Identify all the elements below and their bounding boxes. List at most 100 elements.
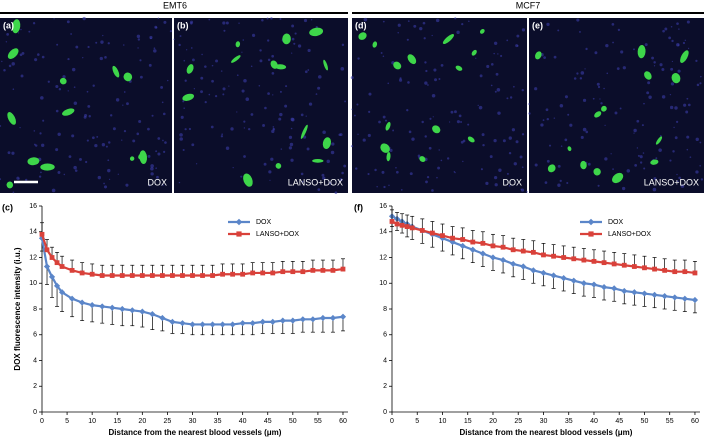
speckle — [34, 58, 38, 62]
speckle — [506, 39, 509, 42]
speckle — [435, 18, 440, 23]
speckle — [669, 159, 672, 162]
series-line — [40, 237, 344, 326]
x-tick-label: 5 — [415, 418, 419, 425]
speckle — [431, 34, 433, 37]
speckle — [278, 117, 282, 121]
x-tick-label: 55 — [666, 418, 674, 425]
speckle — [676, 180, 679, 183]
speckle — [322, 130, 326, 135]
marker — [219, 321, 226, 328]
y-tick-label: 14 — [379, 229, 387, 236]
speckle — [633, 128, 637, 133]
speckle — [545, 108, 549, 112]
vessel — [123, 72, 133, 82]
speckle — [66, 20, 70, 24]
speckle — [695, 59, 698, 63]
marker — [79, 299, 86, 306]
x-tick-label: 30 — [540, 418, 548, 425]
speckle — [107, 42, 110, 45]
marker — [290, 269, 296, 275]
speckle — [597, 85, 601, 89]
speckle — [424, 61, 427, 64]
speckle — [67, 57, 70, 61]
speckle — [580, 71, 585, 75]
x-tick-label: 45 — [264, 418, 272, 425]
speckle — [612, 168, 614, 170]
vessel — [593, 168, 601, 176]
speckle — [695, 137, 699, 142]
speckle — [284, 104, 288, 108]
speckle — [307, 48, 311, 53]
speckle — [308, 102, 313, 106]
marker — [319, 314, 327, 322]
speckle — [481, 133, 485, 137]
speckle — [262, 124, 265, 127]
y-tick-label: 14 — [29, 229, 37, 236]
speckle — [19, 53, 23, 57]
speckle — [382, 55, 385, 58]
speckle — [506, 172, 509, 175]
x-tick-label: 60 — [339, 418, 347, 425]
speckle — [37, 53, 40, 56]
speckle — [389, 148, 393, 152]
marker — [682, 269, 688, 275]
speckle — [400, 189, 403, 191]
speckle — [86, 90, 89, 93]
speckle — [616, 67, 620, 71]
speckle — [493, 139, 497, 143]
speckle — [53, 18, 55, 20]
y-tick-label: 6 — [383, 332, 387, 339]
marker — [44, 247, 50, 253]
vessel — [312, 159, 324, 163]
micrograph — [352, 18, 527, 193]
x-tick-label: 0 — [390, 418, 394, 425]
speckle — [67, 90, 69, 92]
speckle — [112, 127, 116, 131]
speckle — [211, 79, 214, 83]
marker — [499, 256, 507, 264]
marker — [440, 233, 445, 239]
speckle — [612, 41, 614, 44]
speckle — [271, 129, 275, 134]
x-tick-label: 30 — [189, 418, 197, 425]
speckle — [163, 20, 167, 24]
marker — [179, 320, 186, 327]
vessel — [650, 159, 659, 165]
speckle — [670, 82, 675, 86]
speckle — [642, 152, 645, 154]
speckle — [546, 159, 550, 163]
marker — [409, 225, 415, 231]
speckle — [397, 32, 399, 34]
vessel — [535, 51, 542, 60]
speckle — [357, 133, 359, 135]
speckle — [626, 169, 631, 173]
marker — [240, 271, 246, 277]
marker — [560, 275, 567, 282]
speckle — [137, 47, 139, 49]
speckle — [620, 50, 624, 54]
speckle — [382, 20, 385, 23]
vessel — [637, 45, 646, 59]
panel-label: (c) — [2, 202, 13, 212]
speckle — [12, 191, 15, 194]
marker — [48, 273, 56, 280]
speckle — [6, 33, 9, 36]
vessel — [243, 173, 253, 187]
speckle — [164, 141, 167, 144]
speckle — [678, 28, 680, 30]
speckle — [182, 148, 185, 152]
speckle — [564, 138, 568, 142]
speckle — [368, 110, 371, 113]
speckle — [651, 56, 654, 60]
speckle — [132, 139, 136, 143]
speckle — [498, 168, 502, 172]
speckle — [0, 178, 1, 181]
speckle — [662, 29, 665, 33]
speckle — [611, 23, 615, 26]
speckle — [557, 183, 561, 187]
speckle — [184, 79, 187, 82]
panel-caption: LANSO+DOX — [288, 177, 343, 187]
speckle — [250, 65, 253, 68]
speckle — [407, 81, 410, 84]
